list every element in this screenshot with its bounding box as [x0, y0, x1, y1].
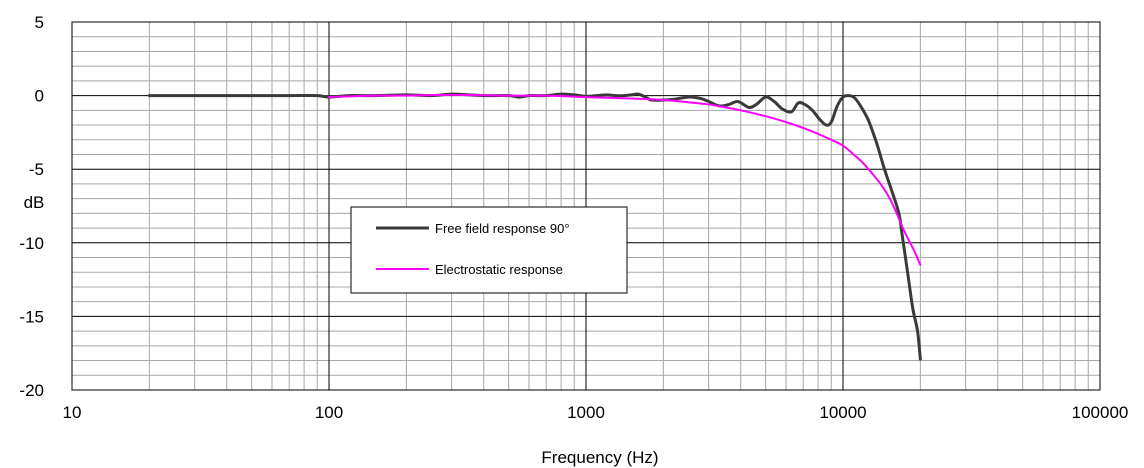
- x-tick-label: 10000: [819, 403, 866, 422]
- x-tick-label: 10: [63, 403, 82, 422]
- x-tick-label: 1000: [567, 403, 605, 422]
- y-tick-label: 0: [35, 87, 44, 106]
- y-tick-label: 5: [35, 13, 44, 32]
- y-axis-tick-labels: 5 0 -5 -10 -15 -20: [19, 13, 44, 400]
- y-tick-label: -20: [19, 381, 44, 400]
- x-axis-title: Frequency (Hz): [541, 448, 658, 467]
- x-axis-tick-labels: 10 100 1000 10000 100000: [63, 403, 1129, 422]
- y-tick-label: -5: [29, 160, 44, 179]
- series-line-electrostatic: [328, 93, 922, 266]
- legend: Free field response 90° Electrostatic re…: [350, 206, 628, 294]
- y-axis-title: dB: [24, 193, 45, 212]
- x-tick-label: 100: [315, 403, 343, 422]
- legend-box: [350, 206, 628, 294]
- x-tick-label: 100000: [1072, 403, 1129, 422]
- legend-label-electrostatic: Electrostatic response: [435, 262, 563, 277]
- y-tick-label: -15: [19, 307, 44, 326]
- y-tick-label: -10: [19, 234, 44, 253]
- plot-frame: [71, 21, 1101, 391]
- series-lines: [147, 92, 922, 361]
- legend-label-free-field: Free field response 90°: [435, 221, 570, 236]
